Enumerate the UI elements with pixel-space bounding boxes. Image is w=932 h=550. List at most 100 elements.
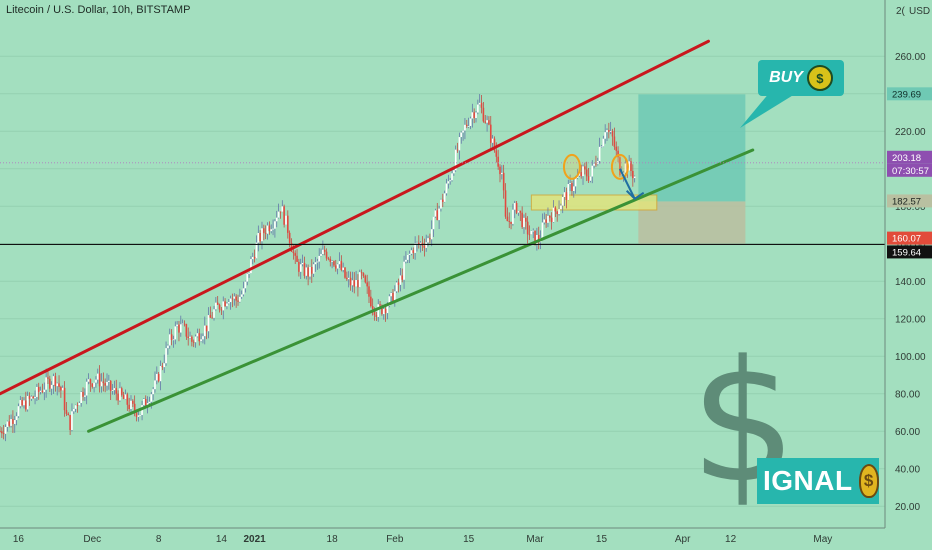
candle-body bbox=[305, 267, 308, 276]
candle-body bbox=[266, 225, 269, 234]
candle-body bbox=[174, 326, 177, 340]
candle-body bbox=[91, 383, 94, 387]
candle-body bbox=[209, 315, 212, 318]
price-label-stop: 160.07 bbox=[892, 234, 921, 245]
candle-body bbox=[368, 286, 370, 297]
candle-body bbox=[133, 403, 136, 411]
candle-body bbox=[558, 209, 560, 215]
candle-body bbox=[253, 256, 256, 259]
candle-body bbox=[170, 334, 173, 340]
x-tick-label: Feb bbox=[386, 534, 404, 545]
candle-body bbox=[34, 396, 36, 399]
candle-body bbox=[8, 421, 11, 426]
candle-body bbox=[148, 401, 151, 404]
candle-body bbox=[609, 130, 612, 132]
candle-body bbox=[346, 277, 348, 280]
candle-body bbox=[207, 315, 210, 332]
candle-body bbox=[82, 391, 84, 397]
candle-body bbox=[615, 146, 618, 151]
candle-body bbox=[41, 390, 44, 393]
candle-body bbox=[419, 242, 422, 245]
candle-body bbox=[2, 433, 5, 435]
candle-body bbox=[453, 170, 455, 174]
candle-body bbox=[401, 275, 404, 280]
chart-title: Litecoin / U.S. Dollar, 10h, BITSTAMP bbox=[6, 4, 191, 16]
candle-body bbox=[469, 118, 472, 126]
x-tick-label: 15 bbox=[463, 534, 475, 545]
candle-body bbox=[600, 146, 603, 148]
candle-body bbox=[21, 400, 23, 406]
candle-body bbox=[371, 306, 374, 310]
candle-body bbox=[299, 264, 302, 272]
candle-body bbox=[270, 229, 273, 232]
candle-body bbox=[397, 282, 400, 285]
candle-body bbox=[202, 336, 204, 340]
candle-body bbox=[370, 296, 372, 307]
candle-body bbox=[69, 415, 71, 431]
candle-body bbox=[95, 379, 97, 383]
candle-body bbox=[226, 303, 228, 307]
candle-body bbox=[358, 272, 361, 288]
buy-callout: BUY $ bbox=[758, 60, 844, 96]
candle-body bbox=[510, 221, 512, 224]
candle-body bbox=[429, 238, 431, 240]
candle-body bbox=[183, 323, 186, 325]
top-axis-label: 2( bbox=[896, 6, 906, 17]
candle-body bbox=[213, 309, 215, 318]
lower-channel-trendline bbox=[87, 148, 755, 433]
candle-body bbox=[554, 207, 557, 212]
candle-body bbox=[163, 363, 166, 368]
candle-body bbox=[100, 381, 103, 387]
candle-body bbox=[13, 420, 16, 424]
candle-body bbox=[187, 336, 189, 338]
candle-body bbox=[152, 389, 154, 395]
candle-body bbox=[532, 230, 535, 232]
candle-body bbox=[478, 102, 481, 105]
candle-body bbox=[322, 249, 324, 255]
candle-body bbox=[30, 396, 33, 399]
candle-body bbox=[569, 183, 571, 185]
candle-body bbox=[329, 258, 332, 262]
candle-body bbox=[541, 222, 544, 238]
candle-body bbox=[67, 413, 70, 416]
candle-body bbox=[608, 130, 610, 132]
candle-body bbox=[157, 373, 160, 382]
candle-body bbox=[447, 181, 450, 184]
candle-body bbox=[382, 309, 385, 315]
candle-body bbox=[589, 176, 592, 181]
candle-body bbox=[36, 386, 38, 397]
candle-body bbox=[460, 132, 463, 138]
candle-body bbox=[61, 387, 64, 391]
candle-body bbox=[342, 267, 344, 270]
candle-body bbox=[572, 186, 575, 191]
candle-body bbox=[567, 184, 570, 200]
candle-body bbox=[146, 403, 149, 406]
y-tick-label: 260.00 bbox=[895, 52, 926, 63]
x-tick-label: 14 bbox=[216, 534, 228, 545]
candle-body bbox=[192, 341, 195, 343]
candle-body bbox=[143, 398, 145, 406]
candle-body bbox=[263, 228, 265, 233]
candle-body bbox=[65, 410, 68, 414]
candle-body bbox=[432, 216, 435, 230]
candle-body bbox=[471, 112, 474, 119]
candle-body bbox=[314, 262, 317, 265]
y-tick-label: 160.00 bbox=[895, 239, 926, 250]
candle-body bbox=[512, 209, 514, 224]
candle-body bbox=[495, 150, 498, 157]
candle-body bbox=[528, 234, 531, 236]
y-tick-label: 20.00 bbox=[895, 502, 920, 513]
candle-body bbox=[235, 296, 237, 301]
upper-channel-trendline bbox=[0, 39, 710, 396]
candle-body bbox=[373, 309, 376, 315]
candle-body bbox=[211, 317, 213, 319]
candle-body bbox=[519, 210, 522, 213]
candle-body bbox=[272, 228, 274, 230]
time-axis-bg bbox=[0, 528, 932, 550]
candle-body bbox=[628, 161, 630, 171]
candle-body bbox=[58, 383, 60, 387]
candle-body bbox=[357, 280, 359, 288]
candle-body bbox=[462, 130, 464, 133]
candle-body bbox=[137, 415, 140, 417]
